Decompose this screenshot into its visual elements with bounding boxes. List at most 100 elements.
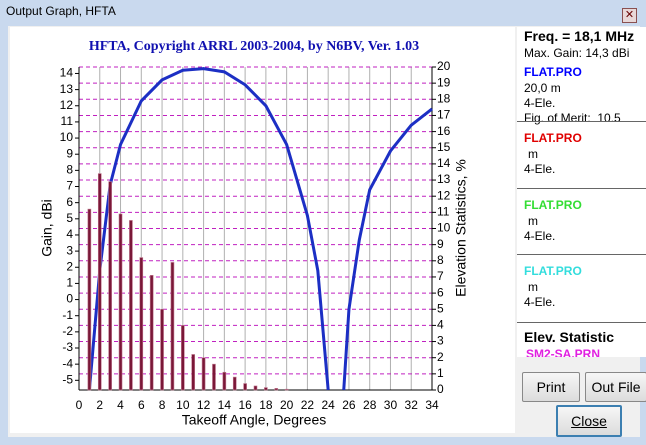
y-tick-label: 10: [60, 130, 74, 144]
y-tick-label: -1: [62, 308, 73, 322]
y2-tick-label: 14: [437, 156, 451, 170]
bar: [118, 213, 123, 391]
y2-tick-label: 2: [437, 350, 444, 364]
file-line: 4-Ele.: [524, 295, 556, 309]
print-button[interactable]: Print: [522, 372, 580, 402]
y-tick-label: 8: [66, 163, 73, 177]
y-tick-label: 14: [60, 66, 74, 80]
chart-background: [10, 27, 515, 433]
x-tick-label: 34: [425, 398, 439, 412]
y-tick-label: -2: [62, 324, 73, 338]
y-tick-label: 3: [66, 243, 73, 257]
chart-title: HFTA, Copyright ARRL 2003-2004, by N6BV,…: [89, 39, 419, 54]
file-line: 4-Ele.: [524, 96, 556, 110]
x-tick-label: 20: [280, 398, 294, 412]
bar: [87, 208, 92, 391]
y2-tick-label: 17: [437, 108, 451, 122]
file-line: Fig. of Merit: 10.5: [524, 111, 621, 125]
bar: [170, 262, 175, 391]
max-gain: Max. Gain: 14,3 dBi: [524, 46, 630, 60]
file-line: 4-Ele.: [524, 229, 556, 243]
x-tick-label: 6: [138, 398, 145, 412]
x-tick-label: 2: [96, 398, 103, 412]
info-panel: Freq. = 18,1 MHz Max. Gain: 14,3 dBi Ele…: [517, 27, 646, 357]
bar: [253, 385, 258, 391]
x-tick-label: 14: [218, 398, 232, 412]
y2-axis-label: Elevation Statistics, %: [453, 159, 469, 297]
file-line: m: [528, 280, 538, 294]
y2-tick-label: 18: [437, 91, 451, 105]
file-line: m: [528, 214, 538, 228]
file-line: 4-Ele.: [524, 162, 556, 176]
x-tick-label: 12: [197, 398, 211, 412]
y2-tick-label: 11: [437, 205, 450, 219]
separator: [517, 322, 646, 323]
y-tick-label: 1: [66, 276, 73, 290]
y2-tick-label: 9: [437, 237, 444, 251]
y-tick-label: 4: [66, 227, 73, 241]
bar: [222, 371, 227, 391]
elev-title: Elev. Statistic: [524, 329, 615, 345]
y-axis-label: Gain, dBi: [39, 199, 55, 257]
bar: [212, 363, 216, 391]
bar: [284, 388, 289, 391]
x-tick-label: 10: [176, 398, 190, 412]
separator: [517, 254, 646, 255]
bar: [149, 275, 154, 391]
y-tick-label: 9: [66, 146, 73, 160]
y2-tick-label: 8: [437, 253, 444, 267]
bar: [108, 181, 112, 391]
bar: [97, 173, 102, 391]
y2-tick-label: 12: [437, 188, 451, 202]
bar: [129, 220, 133, 391]
x-tick-label: 16: [238, 398, 252, 412]
x-tick-label: 0: [76, 398, 83, 412]
y2-tick-label: 4: [437, 318, 444, 332]
file-name: FLAT.PRO: [524, 264, 582, 278]
y2-tick-label: 10: [437, 221, 451, 235]
x-tick-label: 22: [301, 398, 315, 412]
y2-tick-label: 15: [437, 140, 451, 154]
out-file-button[interactable]: Out File: [585, 372, 646, 402]
y-tick-label: 5: [66, 211, 73, 225]
x-tick-label: 28: [363, 398, 377, 412]
bar: [181, 325, 185, 391]
y2-tick-label: 19: [437, 75, 451, 89]
y2-tick-label: 0: [437, 382, 444, 396]
y-tick-label: -5: [62, 372, 73, 386]
y2-tick-label: 1: [437, 366, 444, 380]
y-tick-label: 6: [66, 195, 73, 209]
y2-tick-label: 16: [437, 124, 451, 138]
bar: [160, 308, 164, 391]
close-label: Close: [571, 413, 607, 429]
bar: [232, 376, 237, 391]
y2-tick-label: 3: [437, 334, 444, 348]
y-tick-label: 12: [60, 98, 74, 112]
separator: [517, 121, 646, 122]
y-tick-label: 13: [60, 82, 74, 96]
bar: [139, 257, 144, 391]
file-line: 20,0 m: [524, 81, 561, 95]
file-name: FLAT.PRO: [524, 198, 582, 212]
chart: HFTA, Copyright ARRL 2003-2004, by N6BV,…: [10, 27, 515, 433]
x-axis-label: Takeoff Angle, Degrees: [182, 412, 327, 428]
y-tick-label: -3: [62, 340, 73, 354]
y2-tick-label: 7: [437, 269, 444, 283]
y-tick-label: 0: [66, 292, 73, 306]
separator: [517, 188, 646, 189]
gain-line: [87, 67, 433, 391]
y2-tick-label: 20: [437, 59, 451, 73]
x-tick-label: 18: [259, 398, 273, 412]
close-button[interactable]: Close: [556, 405, 622, 437]
x-tick-label: 30: [384, 398, 398, 412]
close-x[interactable]: ✕: [622, 8, 637, 23]
x-tick-label: 24: [321, 398, 335, 412]
x-tick-label: 26: [342, 398, 356, 412]
y2-tick-label: 13: [437, 172, 451, 186]
bar: [243, 383, 247, 391]
x-tick-label: 8: [159, 398, 166, 412]
bar: [191, 354, 196, 391]
y-tick-label: -4: [62, 356, 73, 370]
freq: Freq. = 18,1 MHz: [524, 28, 635, 44]
window-title: Output Graph, HFTA: [6, 4, 116, 18]
